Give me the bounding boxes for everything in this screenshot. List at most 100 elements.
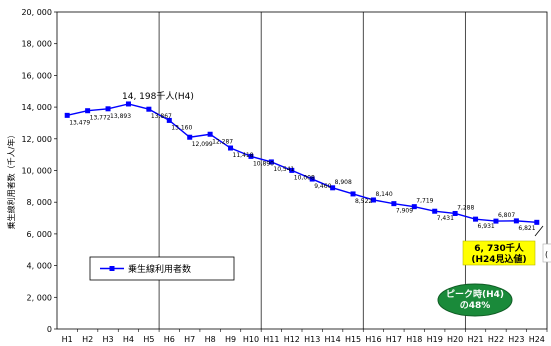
y-tick-label: 16, 000 <box>21 71 52 80</box>
series-polyline <box>67 103 537 224</box>
x-tick-label: H23 <box>508 335 524 344</box>
y-axis: 0 2, 000 4, 000 6, 000 8, 000 10, 000 12, 000 1… <box>21 8 57 334</box>
x-tick-label: H22 <box>488 335 504 344</box>
data-label: 13,893 <box>110 113 131 120</box>
data-point <box>85 108 91 114</box>
data-point <box>513 218 519 224</box>
y-tick-label: 8, 000 <box>27 198 52 207</box>
data-label: 12,287 <box>212 138 233 145</box>
plot-area <box>56 11 548 330</box>
partial-box <box>542 243 551 263</box>
data-label: 9,460 <box>314 183 331 190</box>
data-point <box>473 216 479 222</box>
x-tick-label: H1 <box>62 335 73 344</box>
x-tick-label: H10 <box>243 335 259 344</box>
plot-frame <box>56 11 548 330</box>
data-point <box>248 153 254 159</box>
callout-line-2: (H24見込値) <box>471 253 526 265</box>
legend-box <box>89 256 235 281</box>
partial-mark: ( <box>545 250 548 259</box>
data-label: 11,418 <box>233 152 254 159</box>
peak-annotation: 14, 198千人(H4) <box>122 91 194 102</box>
ratio-oval-shape <box>437 283 513 317</box>
data-point <box>493 218 499 224</box>
x-tick-label: H6 <box>164 335 175 344</box>
y-tick-label: 2, 000 <box>27 293 52 302</box>
data-point <box>289 167 295 173</box>
legend: 乗生線利用者数 <box>89 256 235 281</box>
data-point <box>411 204 417 210</box>
data-label: 12,099 <box>192 141 213 148</box>
data-point <box>432 208 438 214</box>
data-label: 13,160 <box>171 124 192 131</box>
data-label: 6,931 <box>478 223 495 230</box>
y-tick-label: 12, 000 <box>21 135 52 144</box>
legend-label: 乗生線利用者数 <box>128 263 191 275</box>
y-tick-label: 6, 000 <box>27 230 52 239</box>
data-label: 13,479 <box>69 119 90 126</box>
x-tick-label: H5 <box>143 335 154 344</box>
data-label: 6,807 <box>498 212 515 219</box>
ratio-line-1: ピーク時(H4) <box>446 288 504 300</box>
x-tick-label: H18 <box>406 335 422 344</box>
data-label: 8,908 <box>335 179 352 186</box>
x-tick-label: H13 <box>304 335 320 344</box>
data-point <box>166 117 172 123</box>
ratio-oval: ピーク時(H4) の48% <box>437 283 513 317</box>
data-label: 10,541 <box>273 166 294 173</box>
x-tick-label: H15 <box>345 335 361 344</box>
data-point <box>309 176 315 182</box>
x-tick-label: H2 <box>82 335 93 344</box>
data-point <box>391 201 397 207</box>
callout-box <box>462 240 536 266</box>
data-label: 7,431 <box>437 215 454 222</box>
x-tick-label: H4 <box>123 335 134 344</box>
data-label: 7,909 <box>396 208 413 215</box>
data-point <box>350 191 356 197</box>
data-point <box>452 210 458 216</box>
x-tick-label: H17 <box>386 335 402 344</box>
data-point <box>64 112 70 118</box>
data-point <box>268 159 274 165</box>
data-point <box>534 219 540 225</box>
data-label: 7,288 <box>457 204 474 211</box>
data-point <box>207 131 213 137</box>
x-tick-label: H21 <box>467 335 483 344</box>
latest-value-callout: 6, 730千人 (H24見込値) ( <box>462 225 551 266</box>
data-point <box>125 101 131 107</box>
x-axis: H1 H2 H3 H4 H5 H6 H7 H8 H9 H10 H11 H12 H13 H14 H15 H16 H… <box>62 329 548 344</box>
callout-arrow <box>534 225 544 237</box>
series-line <box>64 101 540 225</box>
x-tick-label: H12 <box>284 335 300 344</box>
y-tick-label: 4, 000 <box>27 262 52 271</box>
data-label: 13,772 <box>90 115 111 122</box>
x-tick-label: H14 <box>325 335 341 344</box>
x-tick-label: H20 <box>447 335 463 344</box>
x-tick-label: H7 <box>184 335 195 344</box>
y-tick-label: 0 <box>47 325 52 334</box>
x-tick-label: H19 <box>427 335 443 344</box>
data-point <box>330 185 336 191</box>
data-point <box>228 145 234 151</box>
x-tick-label: H24 <box>529 335 545 344</box>
y-tick-label: 14, 000 <box>21 103 52 112</box>
data-label: 10,008 <box>294 174 315 181</box>
data-label: 8,140 <box>375 191 392 198</box>
data-label: 13,867 <box>151 113 172 120</box>
x-tick-label: H8 <box>205 335 216 344</box>
x-tick-label: H9 <box>225 335 236 344</box>
x-tick-label: H3 <box>102 335 113 344</box>
ratio-line-2: の48% <box>460 300 491 311</box>
x-tick-label: H11 <box>263 335 279 344</box>
data-point <box>105 106 111 112</box>
y-tick-label: 18, 000 <box>21 40 52 49</box>
data-label: 10,890 <box>253 160 274 167</box>
legend-marker-icon <box>109 266 115 271</box>
y-tick-label: 20, 000 <box>21 8 52 17</box>
data-label: 8,522 <box>355 198 372 205</box>
y-tick-label: 10, 000 <box>21 167 52 176</box>
callout-line-1: 6, 730千人 <box>474 242 525 254</box>
data-point <box>187 134 193 140</box>
